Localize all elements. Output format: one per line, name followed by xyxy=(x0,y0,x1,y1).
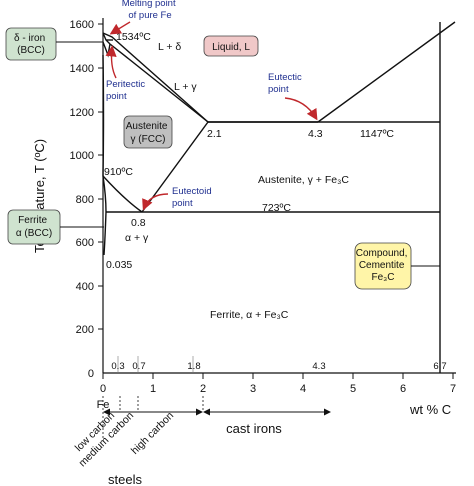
peritectic-note: Peritectic point xyxy=(106,79,148,102)
y-tick-label: 1600 xyxy=(70,19,94,31)
label-austenite-fe3c: Austenite, γ + Fe₃C xyxy=(258,174,349,186)
x-ticks: 0 1 2 3 4 5 6 7 Fe xyxy=(97,373,456,411)
peritectic-line: point xyxy=(106,91,127,102)
melting-point-line: Melting point xyxy=(122,0,176,9)
x-tick-label: 7 xyxy=(450,383,456,395)
austenite-line: γ (FCC) xyxy=(131,134,166,145)
y-ticks: 1600 1400 1200 1000 800 600 400 200 0 xyxy=(70,19,103,380)
delta-iron-box: δ - iron (BCC) xyxy=(5,27,103,61)
y-tick-label: 400 xyxy=(76,281,94,293)
eutectic-note: Eutectic point xyxy=(268,72,304,95)
comp-value-label: 0.3 xyxy=(111,361,124,372)
eutectoid-note: Eutectoid point xyxy=(172,186,214,209)
label-l-plus-delta: L + δ xyxy=(158,41,181,53)
y-tick-label: 1200 xyxy=(70,107,94,119)
svg-text:Compound, Cementite: Compound, Cementite Fe₃C xyxy=(356,248,410,283)
gamma-left-boundary xyxy=(102,54,105,177)
ferrite-line: α (BCC) xyxy=(16,228,52,239)
comp-value-label: 0.7 xyxy=(132,361,145,372)
peritectic-arrow xyxy=(105,45,117,79)
austenite-box: Austenite γ (FCC) xyxy=(123,115,173,149)
a3-line xyxy=(102,175,143,213)
x-tick-label: 1 xyxy=(150,383,156,395)
solidus-austenite xyxy=(109,43,209,123)
label-723: 723ºC xyxy=(262,202,291,214)
compound-line: Cementite xyxy=(359,260,405,271)
x-tick-label: 3 xyxy=(250,383,256,395)
y-tick-label: 1000 xyxy=(70,150,94,162)
austenite-line: Austenite xyxy=(126,121,168,132)
x-tick-label: 2 xyxy=(200,383,206,395)
x-tick-label: 5 xyxy=(350,383,356,395)
label-910: 910ºC xyxy=(104,166,133,178)
liquidus-left xyxy=(102,32,209,123)
eutectic-line: point xyxy=(268,84,289,95)
label-0-035: 0.035 xyxy=(106,259,132,271)
eutectic-arrow xyxy=(284,97,318,121)
delta-iron-line: δ - iron xyxy=(14,33,45,44)
liquid-label: Liquid, L xyxy=(212,42,250,53)
compound-line: Fe₃C xyxy=(372,272,395,283)
label-2-1: 2.1 xyxy=(207,128,222,140)
melting-point-arrow xyxy=(109,21,131,35)
delta-gamma-boundary xyxy=(102,41,111,58)
peritectic-line: Peritectic xyxy=(106,79,145,90)
svg-text:δ - iron (BCC): δ - iron (BCC) xyxy=(14,33,48,56)
cast-irons-label: cast irons xyxy=(226,421,282,436)
x-tick-label: 4 xyxy=(300,383,306,395)
y-tick-label: 200 xyxy=(76,324,94,336)
bottom-classification: low carbon medium carbon high carbon cas… xyxy=(73,396,331,486)
melting-point-line: of pure Fe xyxy=(128,10,171,21)
melting-point-note: Melting point of pure Fe xyxy=(122,0,179,21)
label-1147: 1147ºC xyxy=(360,128,394,140)
y-tick-label: 600 xyxy=(76,237,94,249)
steels-label: steels xyxy=(108,472,142,486)
svg-text:Austenite γ (FCC): Austenite γ (FCC) xyxy=(126,121,170,145)
eutectoid-arrow xyxy=(142,193,169,211)
label-1534: 1534ºC xyxy=(116,31,151,43)
ferrite-box: Ferrite α (BCC) xyxy=(7,209,104,245)
y-tick-label: 0 xyxy=(88,368,94,380)
liquid-box: Liquid, L xyxy=(203,35,259,57)
ferrite-line: Ferrite xyxy=(18,215,47,226)
delta-iron-line: (BCC) xyxy=(17,45,45,56)
svg-text:Ferrite α (BCC): Ferrite α (BCC) xyxy=(16,215,52,239)
x-tick-label: 6 xyxy=(400,383,406,395)
eutectoid-line: Eutectoid xyxy=(172,186,212,197)
label-0-8: 0.8 xyxy=(131,217,146,229)
liquidus-right xyxy=(317,21,456,123)
eutectic-line: Eutectic xyxy=(268,72,302,83)
label-4-3: 4.3 xyxy=(308,128,323,140)
eutectoid-line: point xyxy=(172,198,193,209)
y-tick-label: 1400 xyxy=(70,63,94,75)
comp-value-label: 1.8 xyxy=(187,361,200,372)
y-tick-label: 800 xyxy=(76,194,94,206)
label-alpha-gamma: α + γ xyxy=(125,232,149,244)
label-l-plus-gamma: L + γ xyxy=(174,81,197,93)
alpha-solvus xyxy=(102,175,107,256)
compound-line: Compound, xyxy=(356,248,408,259)
label-ferrite-fe3c: Ferrite, α + Fe₃C xyxy=(210,309,289,321)
high-carbon-label: high carbon xyxy=(129,410,176,457)
top-composition-values: 0.3 0.7 1.8 4.3 6.7 xyxy=(111,356,447,373)
phase-boundaries xyxy=(102,21,456,373)
x-axis-title: wt % C xyxy=(409,402,451,417)
compound-box: Compound, Cementite Fe₃C xyxy=(354,242,440,290)
comp-value-label: 4.3 xyxy=(312,361,325,372)
x-tick-label: 0 xyxy=(100,383,106,395)
